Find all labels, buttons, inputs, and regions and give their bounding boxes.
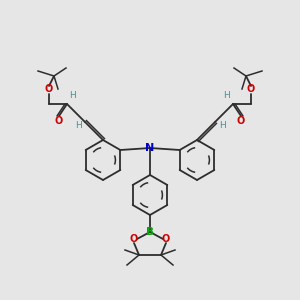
Text: H: H: [219, 121, 225, 130]
Text: O: O: [247, 84, 255, 94]
Text: O: O: [55, 116, 63, 126]
Text: H: H: [224, 92, 230, 100]
Text: O: O: [237, 116, 245, 126]
Text: O: O: [162, 234, 170, 244]
Text: O: O: [130, 234, 138, 244]
Text: B: B: [146, 227, 154, 237]
Text: N: N: [146, 143, 154, 153]
Text: H: H: [75, 121, 81, 130]
Text: O: O: [45, 84, 53, 94]
Text: H: H: [70, 92, 76, 100]
